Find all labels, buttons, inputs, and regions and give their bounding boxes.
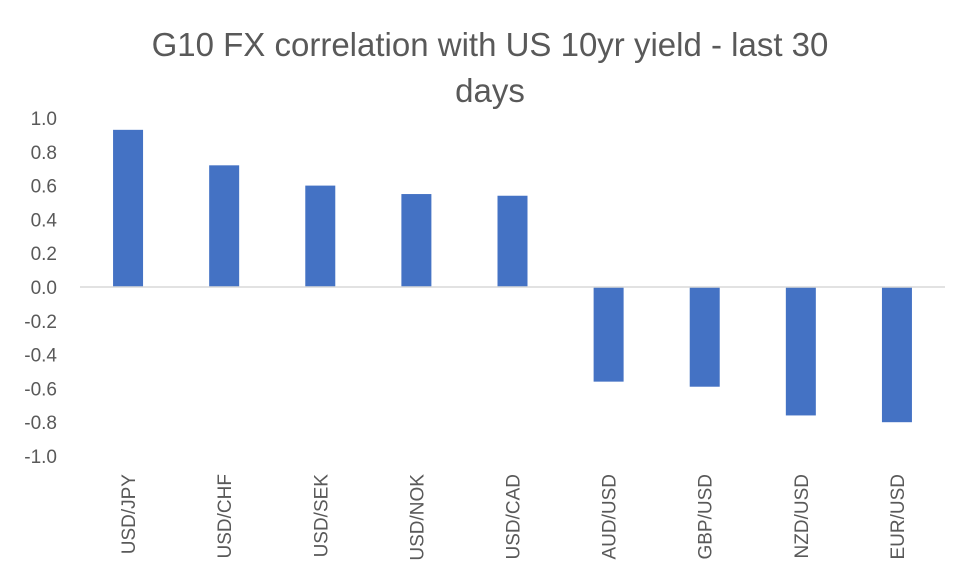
y-tick-label: -0.8 [24,413,57,434]
bar [401,194,432,287]
bar [593,287,624,382]
y-tick-label: 0.8 [31,143,57,164]
x-tick-label: AUD/USD [600,474,621,560]
x-tick-label: GBP/USD [696,474,717,560]
x-tick-label: USD/CAD [504,474,525,560]
bar [497,195,528,287]
x-tick-label: EUR/USD [888,474,909,560]
bar [881,287,912,423]
bar [785,287,816,416]
bar [113,129,144,287]
y-tick-label: 0.0 [31,278,57,299]
y-tick-label: 0.4 [31,210,58,231]
y-tick-label: -0.4 [24,346,57,367]
bar [305,185,336,287]
bar [689,287,720,387]
y-tick-label: -0.6 [24,379,57,400]
y-tick-label: 0.6 [31,177,57,198]
chart-title-line-1: G10 FX correlation with US 10yr yield - … [151,26,829,63]
chart-title: G10 FX correlation with US 10yr yield - … [0,22,980,114]
x-tick-label: USD/SEK [311,474,332,558]
x-tick-label: NZD/USD [792,474,813,558]
bar [209,165,240,287]
x-tick-label: USD/CHF [215,474,236,558]
y-tick-label: 1.0 [31,109,57,130]
y-tick-label: 0.2 [31,244,57,265]
y-tick-label: -0.2 [24,312,57,333]
x-tick-label: USD/JPY [119,474,140,555]
x-tick-label: USD/NOK [407,474,428,561]
chart-title-line-2: days [455,72,525,109]
y-tick-label: -1.0 [24,447,57,468]
